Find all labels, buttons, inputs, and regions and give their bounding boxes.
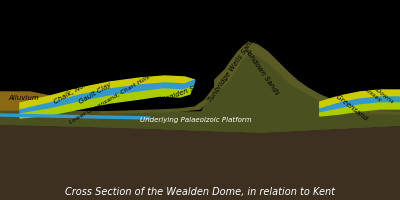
Polygon shape — [320, 90, 400, 109]
Polygon shape — [0, 50, 400, 116]
Polygon shape — [100, 43, 400, 114]
Polygon shape — [320, 103, 400, 116]
Polygon shape — [0, 92, 65, 110]
Text: Wealden Series: Wealden Series — [158, 80, 212, 104]
Polygon shape — [20, 87, 193, 118]
Polygon shape — [0, 114, 150, 119]
Text: Chalk, North Downs: Chalk, North Downs — [53, 65, 116, 105]
Polygon shape — [20, 76, 195, 110]
Text: Tunbridge Wells Sand: Tunbridge Wells Sand — [208, 37, 256, 103]
Text: South Downs
Sussex: South Downs Sussex — [355, 75, 394, 109]
Polygon shape — [0, 110, 400, 132]
Text: Underlying Palaeolzoic Platform: Underlying Palaeolzoic Platform — [140, 117, 252, 123]
Polygon shape — [215, 42, 255, 92]
Text: Ashdown Sands: Ashdown Sands — [244, 48, 280, 96]
Polygon shape — [320, 97, 400, 113]
Text: Alluvium: Alluvium — [8, 95, 39, 101]
Polygon shape — [0, 112, 400, 132]
Polygon shape — [0, 124, 400, 200]
Text: Cross Section of the Wealden Dome, in relation to Kent: Cross Section of the Wealden Dome, in re… — [65, 187, 335, 197]
Text: Lower Greensand, Chart Hills: Lower Greensand, Chart Hills — [69, 75, 151, 125]
Polygon shape — [0, 52, 400, 132]
Polygon shape — [20, 80, 195, 114]
Text: Gault Clay: Gault Clay — [78, 81, 112, 105]
Text: Lower Greensand: Lower Greensand — [317, 79, 369, 121]
